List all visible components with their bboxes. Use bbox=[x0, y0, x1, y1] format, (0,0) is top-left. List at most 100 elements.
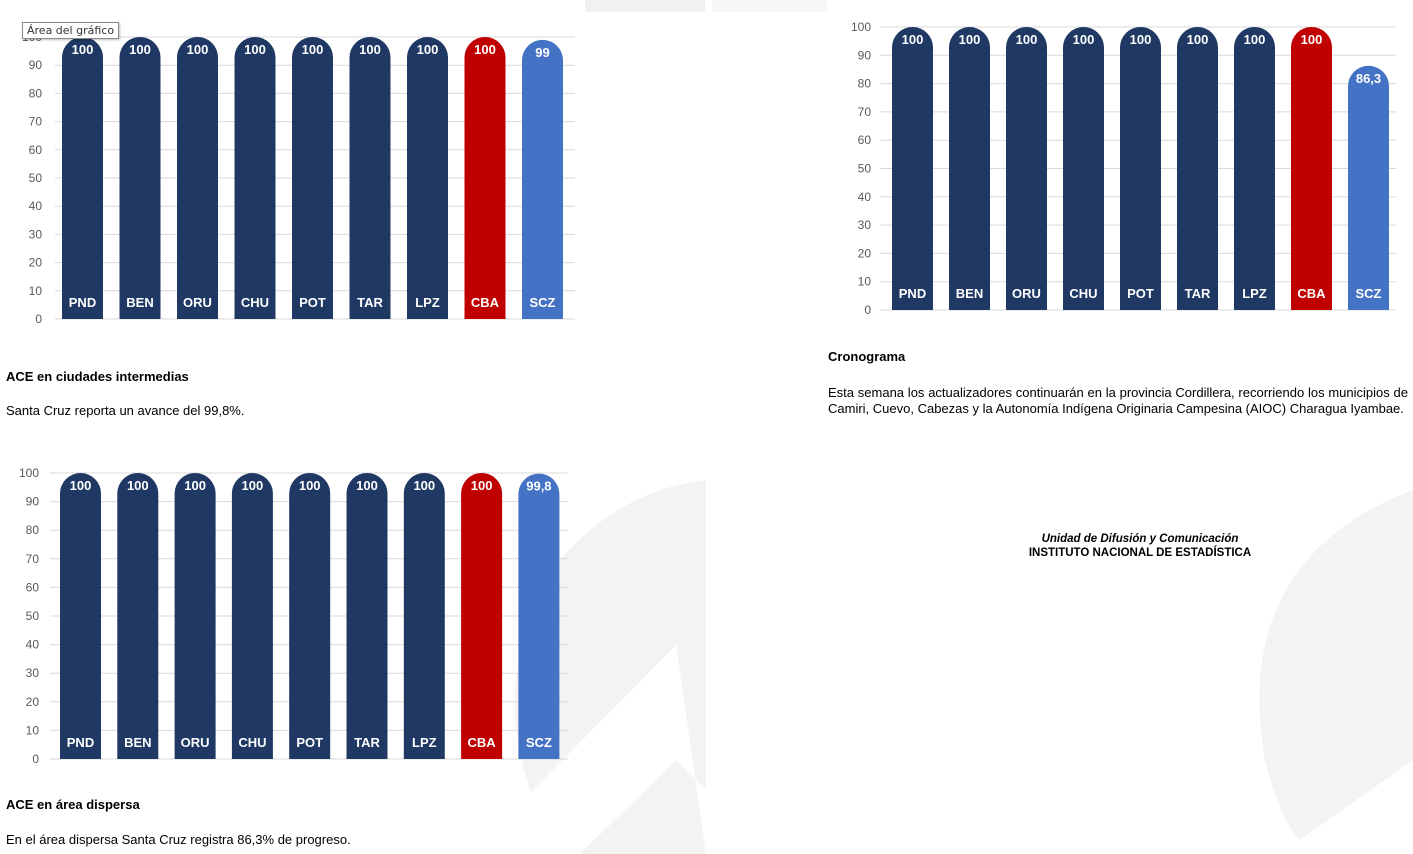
bar-lpz[interactable] bbox=[407, 37, 448, 319]
bar-tar[interactable] bbox=[349, 37, 391, 319]
y-tick-label: 40 bbox=[858, 190, 872, 204]
y-tick-label: 30 bbox=[26, 666, 40, 680]
bar-pnd[interactable] bbox=[62, 37, 103, 319]
bar-scz[interactable] bbox=[522, 39, 563, 319]
data-label: 100 bbox=[474, 42, 496, 57]
y-tick-label: 50 bbox=[29, 171, 43, 185]
bar-chu[interactable] bbox=[1063, 26, 1104, 310]
bar-pot[interactable] bbox=[289, 473, 331, 759]
data-label: 100 bbox=[184, 478, 206, 493]
y-tick-label: 10 bbox=[29, 284, 43, 298]
bar-lpz[interactable] bbox=[403, 473, 445, 759]
heading-intermedias: ACE en ciudades intermedias bbox=[6, 369, 189, 384]
heading-cronograma: Cronograma bbox=[828, 349, 906, 364]
y-tick-label: 0 bbox=[864, 303, 871, 317]
bar-pnd[interactable] bbox=[892, 26, 933, 310]
y-tick-label: 20 bbox=[26, 695, 40, 709]
y-tick-label: 70 bbox=[29, 115, 43, 129]
category-label: CHU bbox=[1069, 286, 1097, 301]
bar-lpz[interactable] bbox=[1234, 26, 1275, 310]
y-tick-label: 40 bbox=[29, 199, 43, 213]
category-label: ORU bbox=[1012, 286, 1041, 301]
category-label: BEN bbox=[956, 286, 983, 301]
footer-unit: Unidad de Difusión y Comunicación bbox=[1041, 533, 1239, 545]
bar-ben[interactable] bbox=[949, 27, 990, 310]
bar-pnd[interactable] bbox=[60, 473, 101, 759]
chart-bottom-left[interactable]: 0 10 20 30 40 50 60 70 80 90 100 100 PND 100 BEN 100 ORU… bbox=[0, 465, 580, 766]
chart-ciudades-intermedias[interactable]: 0 10 20 30 40 50 60 70 80 90 100 100 PND 100 BEN 100 ORU… bbox=[0, 20, 590, 342]
bar-scz[interactable] bbox=[1348, 65, 1389, 311]
y-tick-label: 30 bbox=[858, 218, 872, 232]
data-label: 100 bbox=[129, 42, 151, 57]
category-label: PND bbox=[899, 286, 926, 301]
data-label: 100 bbox=[299, 478, 321, 493]
bar-oru[interactable] bbox=[1006, 26, 1047, 310]
y-tick-label: 40 bbox=[26, 638, 40, 652]
data-label: 100 bbox=[302, 42, 324, 57]
y-tick-label: 20 bbox=[858, 246, 872, 260]
bar-pot[interactable] bbox=[1120, 26, 1161, 310]
y-tick-label: 90 bbox=[29, 58, 43, 72]
bar-oru[interactable] bbox=[174, 473, 216, 759]
top-strip bbox=[585, 0, 705, 12]
y-tick-label: 80 bbox=[26, 523, 40, 537]
y-tick-label: 80 bbox=[858, 77, 872, 91]
bar-tar[interactable] bbox=[1177, 26, 1218, 310]
data-label: 100 bbox=[1130, 32, 1152, 47]
heading-dispersa: ACE en área dispersa bbox=[6, 797, 140, 812]
data-label: 100 bbox=[959, 32, 981, 47]
chart-area-dispersa-right[interactable]: 0 10 20 30 40 50 60 70 80 90 100 100 PND 100 BEN 100 ORU… bbox=[826, 20, 1406, 330]
y-tick-label: 90 bbox=[26, 495, 40, 509]
bar-chu[interactable] bbox=[231, 473, 273, 759]
data-label: 100 bbox=[127, 478, 149, 493]
bar-chu[interactable] bbox=[234, 37, 276, 319]
data-label: 100 bbox=[417, 42, 439, 57]
footer-institute: INSTITUTO NACIONAL DE ESTADÍSTICA bbox=[1028, 547, 1252, 559]
category-label: SCZ bbox=[530, 295, 556, 310]
category-label: PND bbox=[67, 735, 94, 750]
category-label: ORU bbox=[183, 295, 212, 310]
bar-tar[interactable] bbox=[346, 473, 388, 759]
y-tick-label: 20 bbox=[29, 256, 43, 270]
data-label: 100 bbox=[902, 32, 924, 47]
chart-svg: 0 10 20 30 40 50 60 70 80 90 100 100 PND 100 BEN 100 ORU… bbox=[851, 20, 1396, 317]
data-label: 100 bbox=[70, 478, 92, 493]
y-tick-label: 50 bbox=[858, 162, 872, 176]
chart-svg: 0 10 20 30 40 50 60 70 80 90 100 100 PND 100 BEN 100 ORU… bbox=[22, 30, 575, 326]
bar-pot[interactable] bbox=[292, 37, 333, 319]
y-tick-label: 0 bbox=[35, 312, 42, 326]
data-label: 100 bbox=[1187, 32, 1209, 47]
category-label: PND bbox=[69, 295, 96, 310]
y-tick-label: 70 bbox=[26, 552, 40, 566]
data-label: 100 bbox=[413, 478, 435, 493]
chart-svg: 0 10 20 30 40 50 60 70 80 90 100 100 PND 100 BEN 100 ORU… bbox=[19, 466, 568, 766]
category-label: POT bbox=[1127, 286, 1154, 301]
data-label: 100 bbox=[1016, 32, 1038, 47]
data-label: 99 bbox=[535, 45, 549, 60]
y-tick-label: 50 bbox=[26, 609, 40, 623]
y-tick-label: 30 bbox=[29, 227, 43, 241]
bar-cba[interactable] bbox=[461, 473, 503, 759]
category-label: CHU bbox=[241, 295, 269, 310]
bar-cba[interactable] bbox=[1291, 26, 1332, 310]
bar-ben[interactable] bbox=[119, 37, 161, 319]
category-label: SCZ bbox=[1356, 286, 1382, 301]
y-tick-label: 90 bbox=[858, 48, 872, 62]
category-label: CBA bbox=[1297, 286, 1326, 301]
bar-ben[interactable] bbox=[117, 473, 159, 759]
data-label: 100 bbox=[1301, 32, 1323, 47]
category-label: SCZ bbox=[526, 735, 552, 750]
data-label: 99,8 bbox=[526, 479, 551, 494]
bar-cba[interactable] bbox=[464, 37, 506, 319]
bar-oru[interactable] bbox=[176, 37, 218, 319]
bar-scz[interactable] bbox=[518, 473, 560, 759]
category-label: POT bbox=[299, 295, 326, 310]
footer: Unidad de Difusión y Comunicación INSTIT… bbox=[870, 532, 1410, 560]
category-label: CBA bbox=[468, 735, 497, 750]
y-tick-label: 100 bbox=[19, 466, 39, 480]
category-label: LPZ bbox=[1242, 286, 1267, 301]
y-tick-label: 60 bbox=[29, 143, 43, 157]
data-label: 100 bbox=[1244, 32, 1266, 47]
y-tick-label: 60 bbox=[858, 133, 872, 147]
category-label: LPZ bbox=[412, 735, 437, 750]
